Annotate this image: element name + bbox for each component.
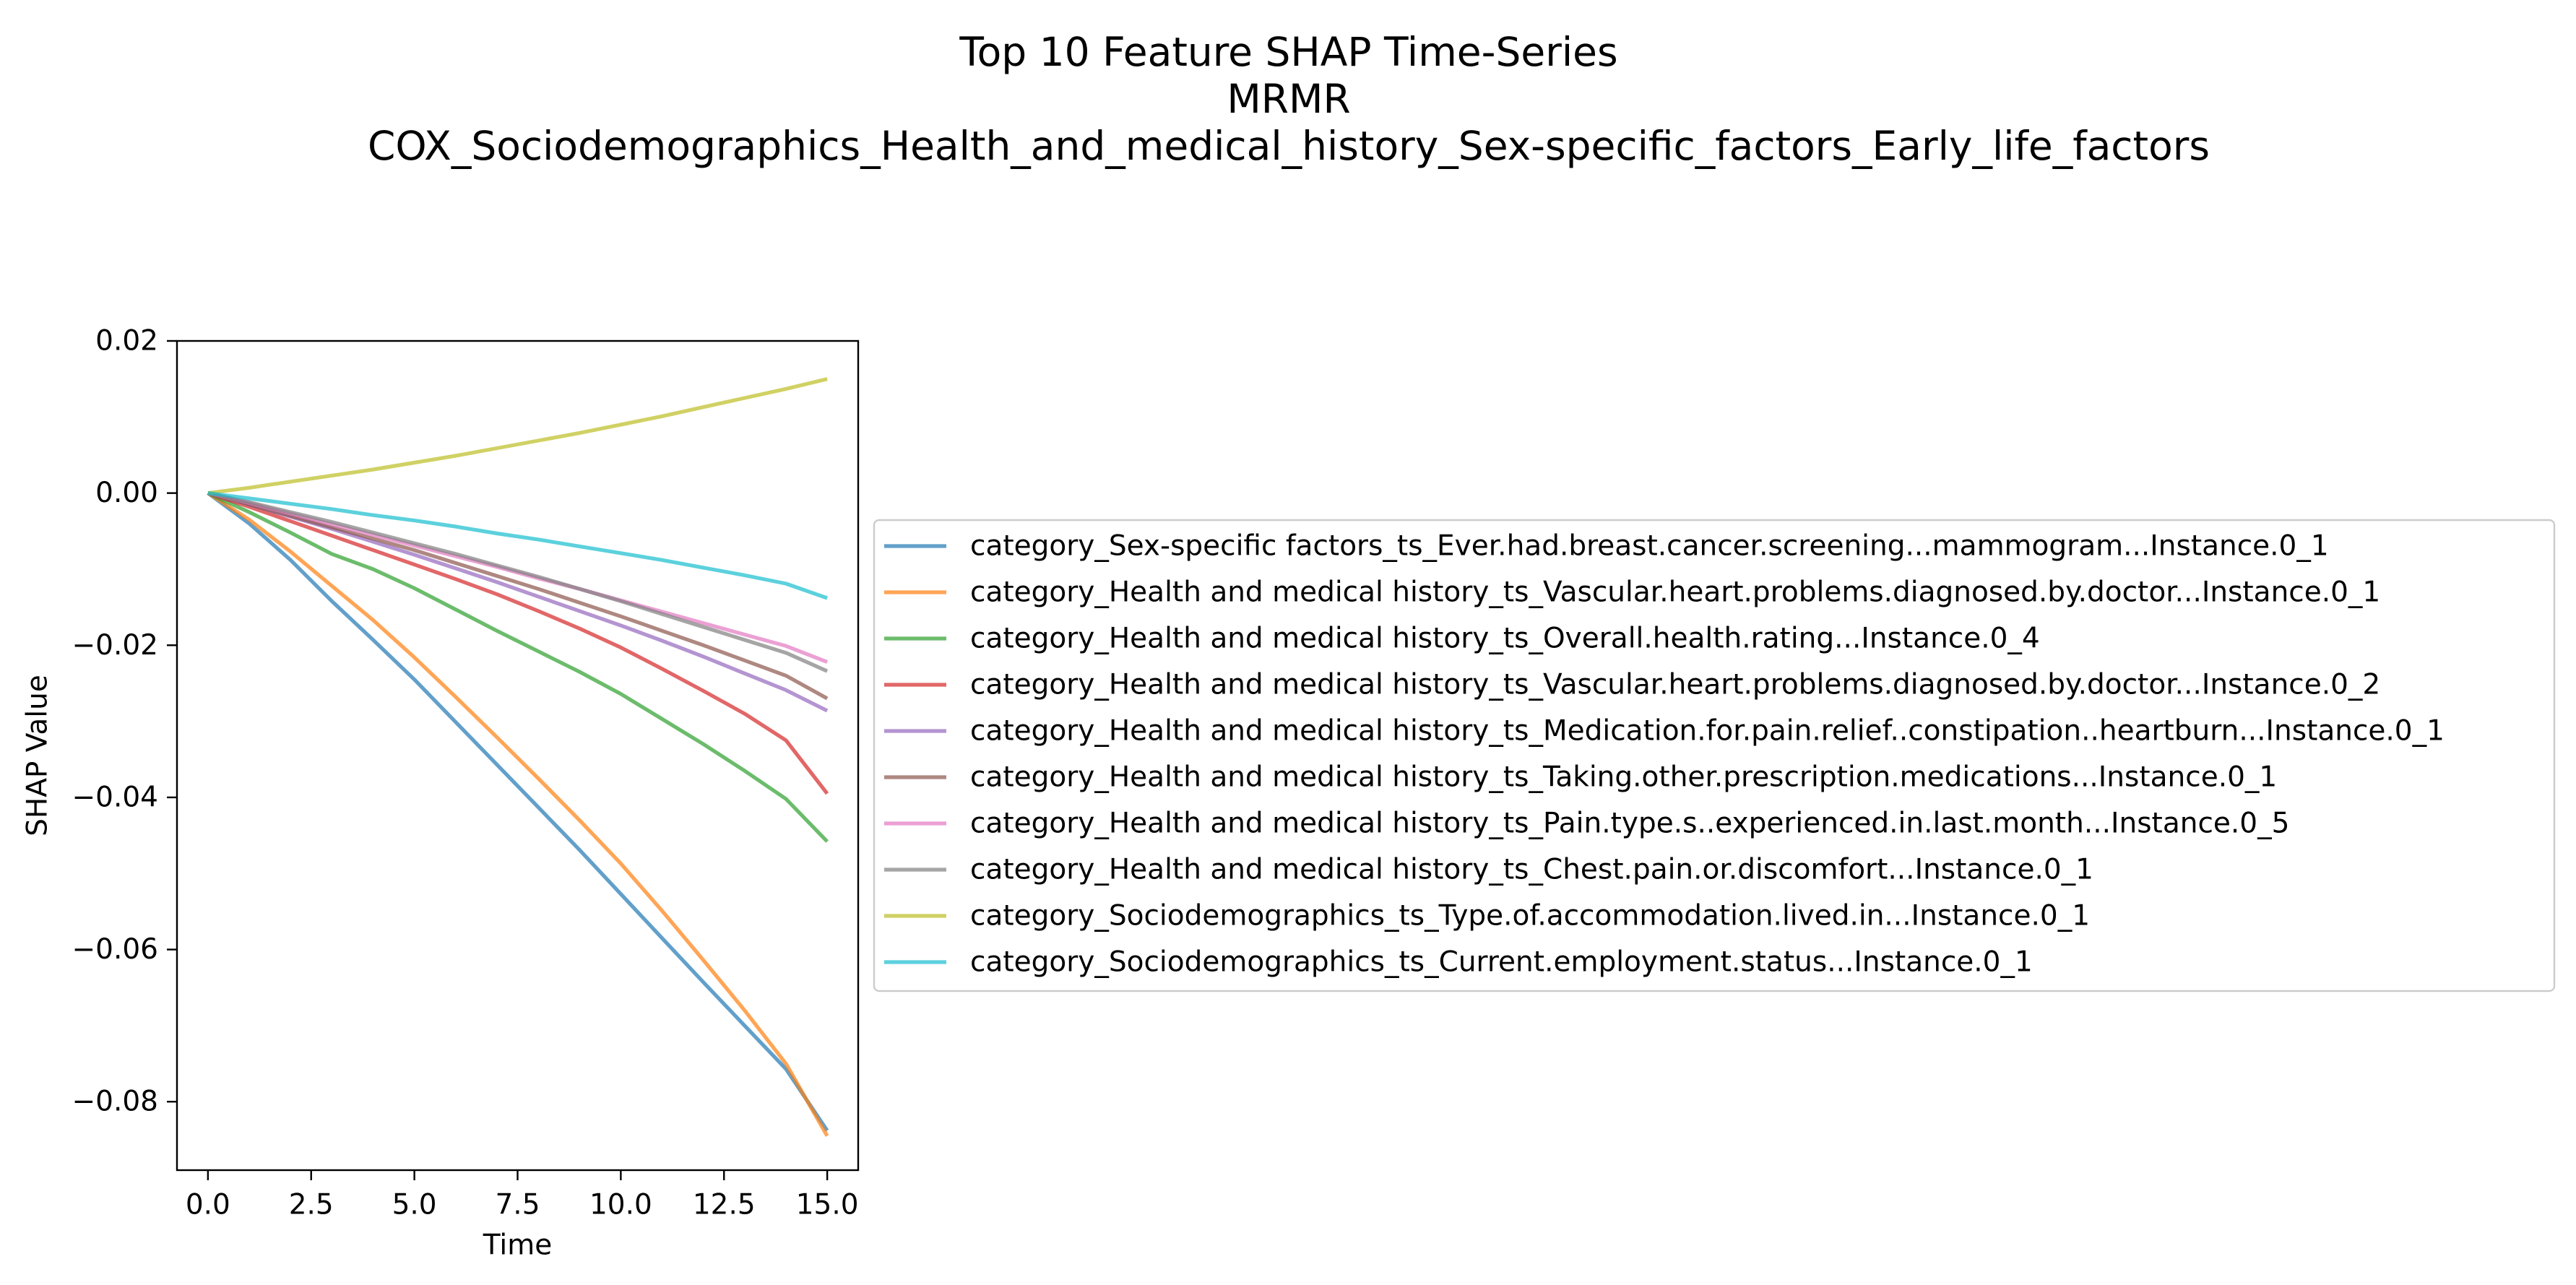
chart-title-line-1: Top 10 Feature SHAP Time-Series (959, 29, 1617, 75)
x-tick-label: 10.0 (589, 1189, 652, 1221)
x-tick-label: 12.5 (693, 1189, 756, 1221)
chart-title-line-3: COX_Sociodemographics_Health_and_medical… (368, 123, 2210, 169)
series-line-2 (207, 491, 829, 1137)
series-line-3 (207, 491, 829, 843)
legend-label-4: category_Health and medical history_ts_V… (970, 669, 2380, 701)
series-line-6 (207, 491, 829, 701)
series-line-9 (207, 377, 828, 496)
legend-label-2: category_Health and medical history_ts_V… (970, 576, 2380, 609)
y-tick-label: −0.02 (72, 629, 158, 662)
x-tick-label: 5.0 (392, 1189, 437, 1221)
series-line-4 (207, 491, 829, 795)
x-tick-label: 7.5 (495, 1189, 540, 1221)
legend: category_Sex-specific factors_ts_Ever.ha… (873, 519, 2556, 992)
x-tick-label: 15.0 (796, 1189, 859, 1221)
series-line-1 (207, 491, 829, 1132)
series-line-8 (207, 491, 829, 673)
y-tick-label: 0.00 (95, 477, 158, 509)
legend-frame (873, 519, 2556, 992)
legend-label-1: category_Sex-specific factors_ts_Ever.ha… (970, 530, 2329, 563)
y-tick-label: −0.04 (72, 781, 158, 813)
y-axis-label: SHAP Value (22, 675, 54, 836)
legend-label-9: category_Sociodemographics_ts_Type.of.ac… (970, 900, 2090, 933)
x-tick-label: 0.0 (186, 1189, 230, 1221)
plot-area: 0.0 2.5 5.0 7.5 10.0 12.5 15.0 0.02 0.00 −0.02 −0.… (22, 325, 860, 1262)
legend-label-5: category_Health and medical history_ts_M… (970, 715, 2445, 748)
legend-label-3: category_Health and medical history_ts_O… (970, 623, 2040, 655)
y-tick-label: −0.06 (72, 933, 158, 966)
chart-title-line-2: MRMR (1227, 76, 1350, 122)
y-tick-label: 0.02 (95, 325, 158, 358)
legend-label-8: category_Health and medical history_ts_C… (970, 854, 2093, 886)
legend-label-6: category_Health and medical history_ts_T… (970, 761, 2277, 794)
x-axis-label: Time (483, 1229, 552, 1262)
legend-label-7: category_Health and medical history_ts_P… (970, 808, 2289, 840)
x-tick-label: 2.5 (289, 1189, 334, 1221)
y-tick-label: −0.08 (72, 1086, 158, 1118)
legend-label-10: category_Sociodemographics_ts_Current.em… (970, 946, 2033, 979)
series-line-10 (207, 491, 828, 600)
chart-title: Top 10 Feature SHAP Time-SeriesMRMRCOX_S… (368, 29, 2210, 169)
